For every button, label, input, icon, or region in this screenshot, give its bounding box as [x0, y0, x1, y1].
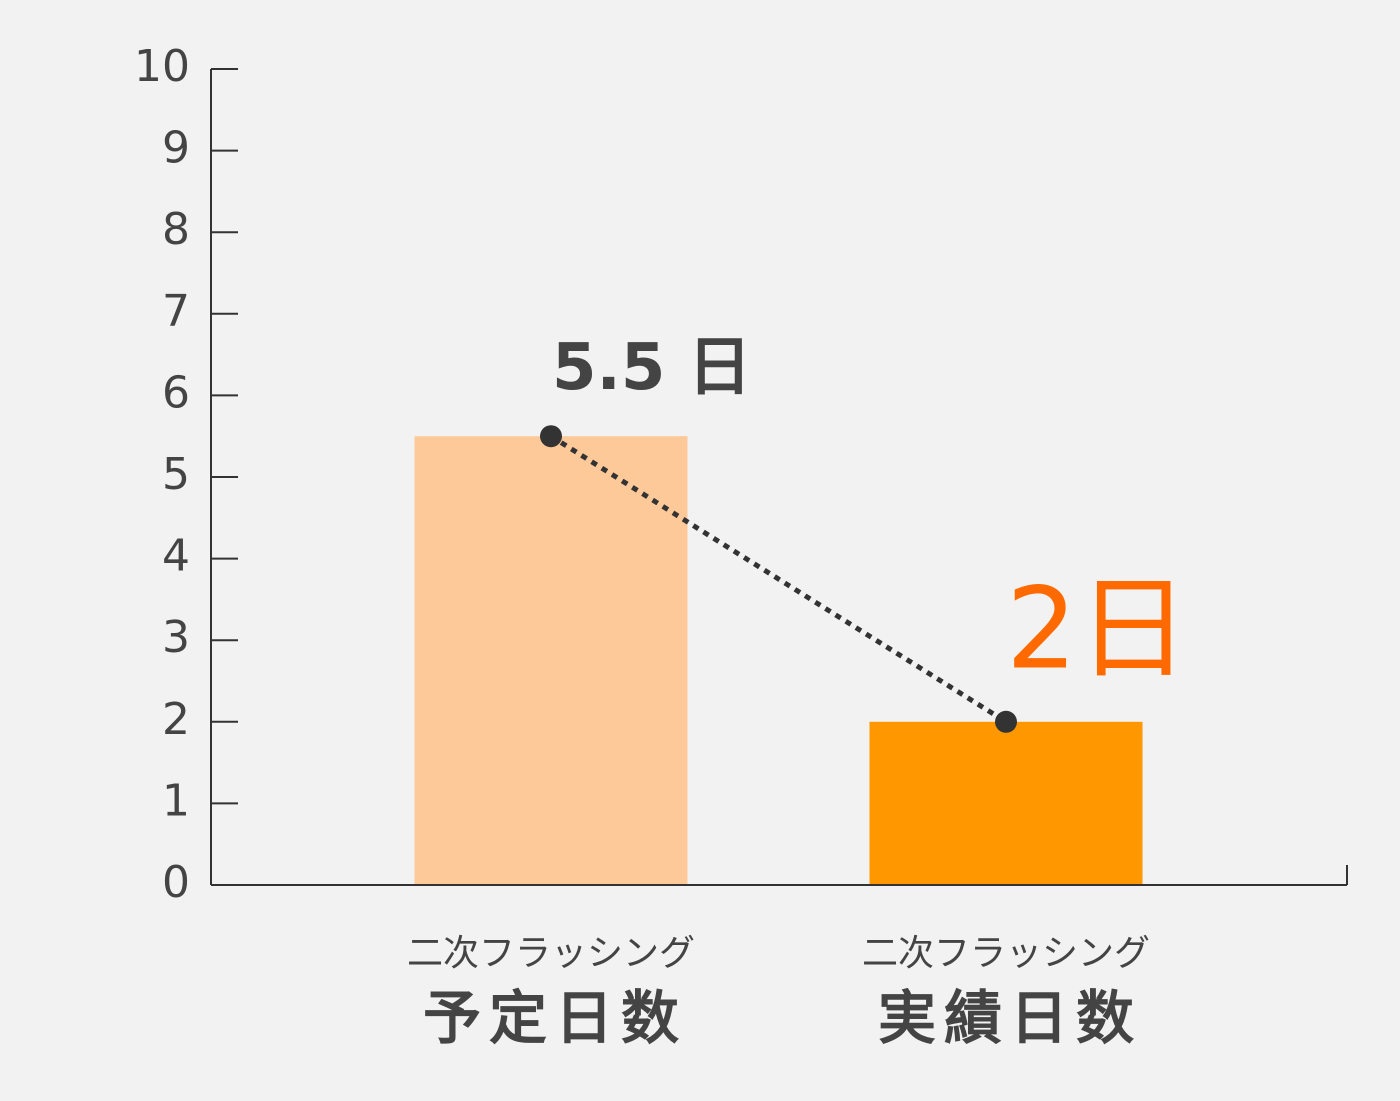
x-tick-label: 二次フラッシング — [407, 933, 695, 974]
y-tick-label: 1 — [162, 775, 190, 826]
y-tick-label: 5 — [162, 449, 190, 500]
y-tick-label: 10 — [134, 41, 190, 92]
y-tick-label: 0 — [162, 857, 190, 908]
y-tick-label: 7 — [162, 286, 190, 337]
x-tick-label: 予定日数 — [423, 984, 687, 1052]
trend-line — [549, 434, 1008, 724]
trend-dot — [540, 425, 562, 448]
y-tick-label: 8 — [162, 204, 190, 255]
trend-dot — [995, 710, 1017, 733]
bar — [414, 436, 688, 885]
bar — [869, 721, 1143, 885]
x-tick-label: 実績日数 — [878, 984, 1142, 1052]
value-label: 2日 — [1006, 565, 1189, 695]
y-tick-label: 9 — [162, 123, 190, 174]
y-tick-label: 2 — [162, 694, 190, 745]
y-tick-label: 6 — [162, 367, 190, 418]
value-label: 5.5 日 — [552, 331, 752, 405]
y-tick-label: 3 — [162, 612, 190, 663]
x-tick-label: 二次フラッシング — [862, 933, 1150, 974]
y-tick-label: 4 — [162, 531, 190, 582]
